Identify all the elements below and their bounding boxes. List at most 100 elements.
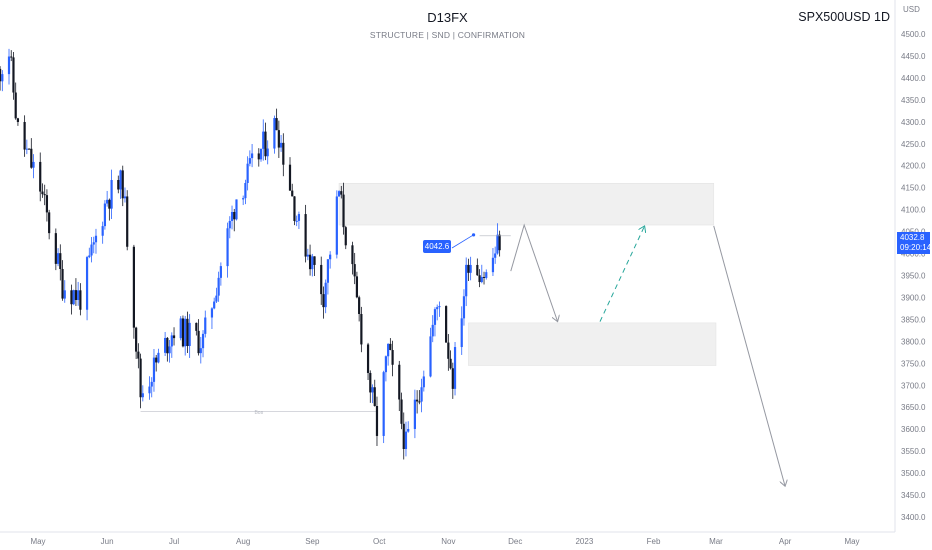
candle-body: [199, 348, 202, 354]
last-price-value: 4032.8: [900, 233, 925, 242]
time-tick-label: Jun: [101, 537, 114, 546]
candle-body: [77, 290, 80, 301]
candle-body: [30, 148, 33, 168]
supply-zone: [338, 182, 715, 226]
candle-body: [337, 191, 341, 197]
candle-body: [166, 337, 169, 354]
candle-body: [391, 350, 394, 365]
price-tick-label: 3550.0: [901, 447, 926, 456]
candle-body: [306, 254, 309, 257]
time-tick-label: Dec: [508, 537, 522, 546]
candle-body: [27, 148, 31, 150]
candle-body: [179, 318, 182, 339]
candle-body: [25, 148, 28, 150]
candle-body: [373, 387, 376, 407]
candle-body: [226, 228, 229, 267]
candle-body: [304, 214, 307, 257]
candle-body: [262, 131, 265, 149]
candle-body: [264, 131, 267, 157]
candle-body: [121, 170, 124, 199]
candle-body: [308, 254, 312, 270]
candle-body: [465, 264, 468, 297]
price-tick-label: 3850.0: [901, 315, 926, 324]
price-tick-label: 4500.0: [901, 30, 926, 39]
price-tick-label: 4100.0: [901, 206, 926, 215]
candle-body: [246, 163, 249, 184]
candle-body: [387, 343, 390, 357]
candle-body: [480, 276, 483, 283]
chart-title: D13FX: [427, 10, 468, 25]
price-tick-label: 4000.0: [901, 250, 926, 259]
candle-body: [85, 257, 89, 310]
high-price-badge: 4042.6: [423, 240, 451, 253]
candle-body: [449, 358, 452, 369]
symbol-label[interactable]: SPX500USD 1D: [798, 10, 890, 24]
time-tick-label: Apr: [779, 537, 792, 546]
candle-body: [148, 386, 151, 394]
candle-body: [244, 183, 247, 199]
low-line-layer: Bos: [140, 410, 377, 416]
price-tick-label: 4350.0: [901, 96, 926, 105]
candle-body: [103, 203, 107, 227]
candle-body: [384, 356, 388, 373]
candle-body: [181, 318, 185, 347]
zones-layer: [338, 182, 717, 366]
candle-body: [485, 272, 488, 278]
candle-body: [344, 227, 347, 246]
candle-body: [14, 92, 17, 119]
high-point: [471, 233, 476, 237]
candle-body: [351, 245, 354, 265]
candle-body: [242, 198, 245, 200]
candle-body: [366, 344, 370, 373]
candle-body: [137, 351, 140, 359]
time-tick-label: Aug: [236, 537, 250, 546]
candle-body: [184, 318, 187, 347]
candle-body: [467, 264, 470, 273]
candle-body: [172, 335, 176, 339]
candle-body: [478, 275, 481, 283]
price-tick-label: 3500.0: [901, 469, 926, 478]
candle-body: [70, 290, 73, 305]
candle-body: [139, 358, 142, 398]
price-tick-label: 3600.0: [901, 425, 926, 434]
price-tick-label: 4400.0: [901, 74, 926, 83]
candle-body: [170, 335, 173, 347]
price-axis[interactable]: 4500.0 4450.0 4400.0 4350.0 4300.0 4250.0 4200…: [901, 30, 926, 522]
candle-body: [56, 253, 60, 264]
candle-body: [235, 199, 238, 220]
candle-body: [335, 196, 338, 255]
candle-body: [110, 180, 113, 209]
candle-body: [447, 342, 450, 359]
price-tick-label: 3800.0: [901, 337, 926, 346]
candle-body: [213, 301, 216, 309]
candle-body: [295, 220, 298, 222]
candle-body: [360, 314, 363, 345]
candle-body: [293, 196, 296, 221]
candle-body: [164, 337, 167, 353]
price-tick-label: 4300.0: [901, 118, 926, 127]
time-axis[interactable]: May Jun Jul Aug Sep Oct Nov Dec 2023 Feb Mar Apr May: [30, 537, 859, 546]
projection-layer: [451, 223, 785, 486]
candle-body: [438, 306, 441, 308]
candle-body: [43, 194, 46, 196]
candles-layer: [0, 48, 501, 460]
candle-body: [63, 290, 66, 299]
candle-body: [313, 256, 316, 265]
last-price-tag: 4032.8 09:20:14: [897, 232, 931, 254]
candle-body: [494, 253, 497, 258]
candle-body: [204, 317, 207, 334]
time-tick-label: Sep: [305, 537, 320, 546]
time-tick-label: May: [30, 537, 45, 546]
candle-body: [250, 153, 254, 159]
candle-body: [389, 343, 392, 351]
candle-body: [257, 153, 260, 160]
time-tick-label: Feb: [647, 537, 661, 546]
candle-body: [297, 214, 301, 221]
candle-body: [54, 233, 57, 264]
price-tick-label: 3900.0: [901, 293, 926, 302]
candle-body: [275, 118, 278, 131]
candle-body: [90, 244, 93, 256]
candle-body: [418, 401, 421, 403]
candle-body: [498, 234, 501, 251]
